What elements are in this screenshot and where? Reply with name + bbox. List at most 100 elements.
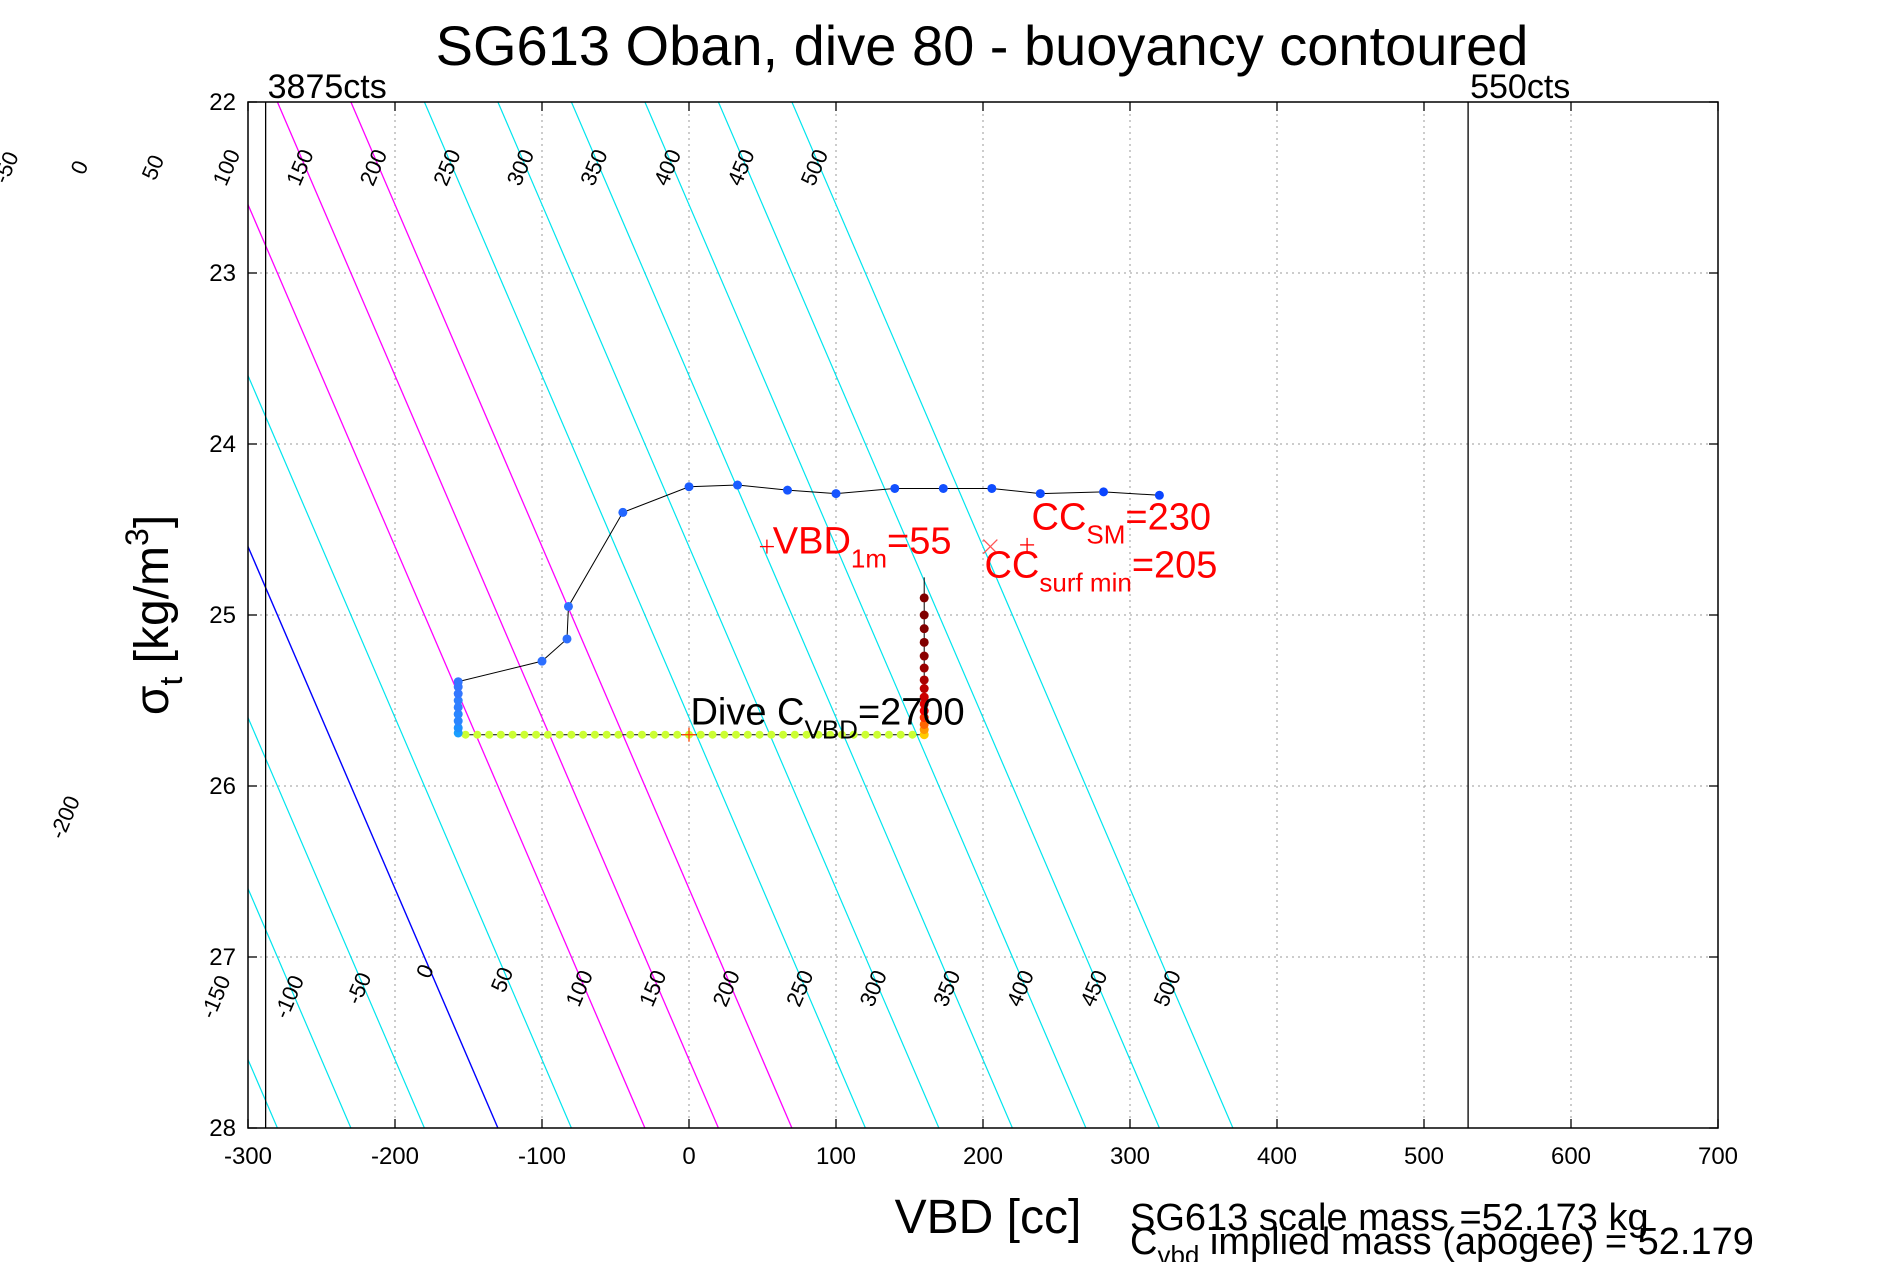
- apogee-point: [496, 730, 505, 739]
- climb-point: [987, 483, 997, 493]
- apogee-point: [649, 730, 658, 739]
- climb-point: [453, 696, 463, 705]
- vbd-limit-lines: 3875cts 550cts: [264, 68, 1570, 1128]
- apogee-point: [461, 730, 470, 739]
- contour-line: [248, 716, 425, 1128]
- descent-point: [919, 651, 929, 661]
- climb-point: [453, 723, 463, 733]
- vbd-limit-label: 3875cts: [268, 68, 387, 106]
- y-label-rest: [kg/m: [126, 546, 179, 677]
- apogee-point: [661, 730, 670, 739]
- climb-point: [563, 601, 573, 611]
- chart-title: SG613 Oban, dive 80 - buoyancy contoured: [436, 14, 1529, 77]
- contour-line: [423, 102, 866, 1128]
- footer-implied-rest: implied mass (apogee) = 52.179: [1199, 1221, 1754, 1262]
- apogee-point: [873, 730, 882, 739]
- contour-line: [350, 102, 793, 1128]
- buoyancy-contours: [248, 102, 1234, 1128]
- y-tick-label: 24: [209, 431, 236, 458]
- footer-c: C: [1130, 1221, 1157, 1262]
- apogee-point: [555, 730, 564, 739]
- x-tick-label: 500: [1404, 1143, 1444, 1170]
- descent-point: [919, 684, 929, 694]
- y-label-end: ]: [126, 515, 179, 528]
- apogee-point: [826, 730, 835, 739]
- y-label-main: σ: [126, 686, 179, 716]
- grid-lines: [248, 102, 1718, 1128]
- annotation-sub: VBD: [805, 714, 858, 744]
- descent-point: [919, 624, 929, 634]
- apogee-point: [767, 730, 776, 739]
- climb-point: [537, 656, 547, 666]
- apogee-point: [814, 730, 823, 739]
- x-tick-label: 100: [816, 1143, 856, 1170]
- apogee-point: [896, 730, 905, 739]
- apogee-point: [720, 730, 729, 739]
- plus-marker: [1020, 537, 1035, 552]
- apogee-point: [567, 730, 576, 739]
- vbd-limit-label: 550cts: [1470, 68, 1570, 106]
- climb-point: [890, 483, 900, 493]
- contour-line: [644, 102, 1087, 1128]
- annotation-sub: surf min: [1039, 567, 1131, 597]
- descent-point: [919, 719, 929, 729]
- x-tick-label: 300: [1110, 1143, 1150, 1170]
- descent-point: [919, 610, 929, 620]
- climb-point: [453, 689, 463, 699]
- apogee-point: [637, 730, 646, 739]
- climb-point: [938, 483, 948, 493]
- descent-point: [919, 637, 929, 647]
- x-tick-label: -300: [224, 1143, 272, 1170]
- marker-stroke: [982, 539, 998, 555]
- climb-point: [684, 482, 694, 492]
- climb-point: [562, 634, 572, 644]
- annotation-main: VBD: [773, 520, 851, 562]
- y-label-sub: t: [153, 677, 189, 686]
- axis-ticks: -300 -200 -100 0 100 200 300 400 500 600 700 22 23 24…: [209, 89, 1738, 1170]
- apogee-point: [849, 730, 858, 739]
- plus-marker: [682, 727, 696, 742]
- apogee-point: [508, 730, 517, 739]
- annotation-sub: 1m: [851, 543, 887, 573]
- apogee-point: [732, 730, 741, 739]
- y-axis-label: σt [kg/m3]: [119, 515, 189, 715]
- apogee-point: [614, 730, 623, 739]
- apogee-point: [473, 730, 482, 739]
- x-tick-label: 600: [1551, 1143, 1591, 1170]
- contour-line: [570, 102, 1013, 1128]
- footer-implied-mass: Cvbd implied mass (apogee) = 52.179: [1130, 1221, 1754, 1262]
- apogee-point: [743, 730, 752, 739]
- climb-point: [733, 480, 743, 490]
- x-tick-label: -200: [371, 1143, 419, 1170]
- contour-line: [497, 102, 940, 1128]
- annotation-label: VBD1m=55: [773, 520, 952, 573]
- contour-line: [248, 374, 572, 1128]
- climb-point: [1154, 490, 1164, 500]
- annotation-label: Dive CVBD=2700: [690, 691, 964, 744]
- apogee-point: [543, 730, 552, 739]
- cross-marker: [982, 539, 998, 555]
- apogee-point: [532, 730, 541, 739]
- climb-point: [453, 716, 463, 726]
- x-tick-label: 200: [963, 1143, 1003, 1170]
- plus-marker: [759, 539, 774, 554]
- y-tick-label: 27: [209, 944, 236, 971]
- x-tick-label: 400: [1257, 1143, 1297, 1170]
- apogee-point: [837, 730, 846, 739]
- climb-point: [618, 507, 628, 517]
- apogee-point: [626, 730, 635, 739]
- apogee-point: [673, 730, 682, 739]
- y-tick-label: 23: [209, 260, 236, 287]
- svg-text:σt [kg/m3]: σt [kg/m3]: [119, 515, 189, 715]
- apogee-point: [696, 730, 705, 739]
- apogee-point: [602, 730, 611, 739]
- annotation-main: CC: [1032, 497, 1087, 539]
- apogee-point: [790, 730, 799, 739]
- descent-point: [919, 706, 929, 716]
- apogee-point: [861, 730, 870, 739]
- annotation-main: Dive C: [690, 691, 804, 733]
- apogee-point: [908, 730, 917, 739]
- climb-point: [1035, 489, 1045, 499]
- x-tick-label: -100: [518, 1143, 566, 1170]
